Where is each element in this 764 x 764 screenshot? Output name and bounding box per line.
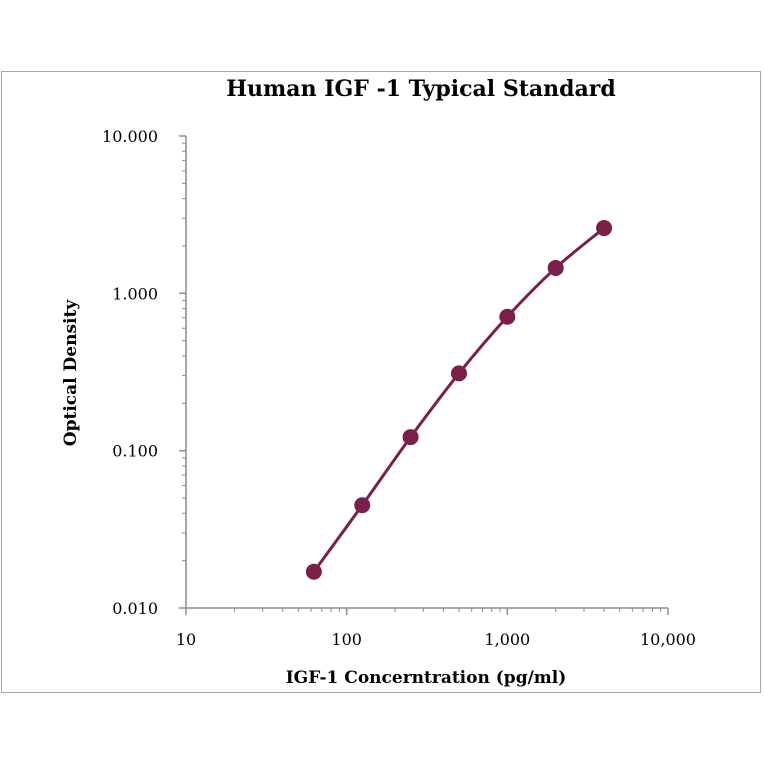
y-axis-label: Optical Density xyxy=(61,299,81,447)
y-tick-label: 0.010 xyxy=(112,599,158,618)
x-axis-label: IGF-1 Concerntration (pg/ml) xyxy=(286,668,567,688)
data-point xyxy=(402,429,419,446)
chart-frame xyxy=(1,71,761,693)
y-tick-label: 1.000 xyxy=(112,284,158,303)
x-tick-label: 10,000 xyxy=(640,630,696,649)
x-tick-label: 1,000 xyxy=(484,630,530,649)
data-point xyxy=(499,308,516,325)
y-tick-label: 0.100 xyxy=(112,442,158,461)
data-point xyxy=(547,259,564,276)
data-point xyxy=(450,365,467,382)
series-line xyxy=(312,226,606,573)
data-point xyxy=(354,497,371,514)
axes: 0.010 0.100 1.000 10.000 10 100 1,000 10,000 xyxy=(102,127,696,649)
marks xyxy=(305,220,613,580)
y-tick-label: 10.000 xyxy=(102,127,158,146)
data-point xyxy=(596,220,613,237)
data-point xyxy=(305,563,322,580)
x-tick-label: 100 xyxy=(331,630,362,649)
chart-title: Human IGF -1 Typical Standard xyxy=(226,76,615,102)
x-tick-label: 10 xyxy=(176,630,196,649)
